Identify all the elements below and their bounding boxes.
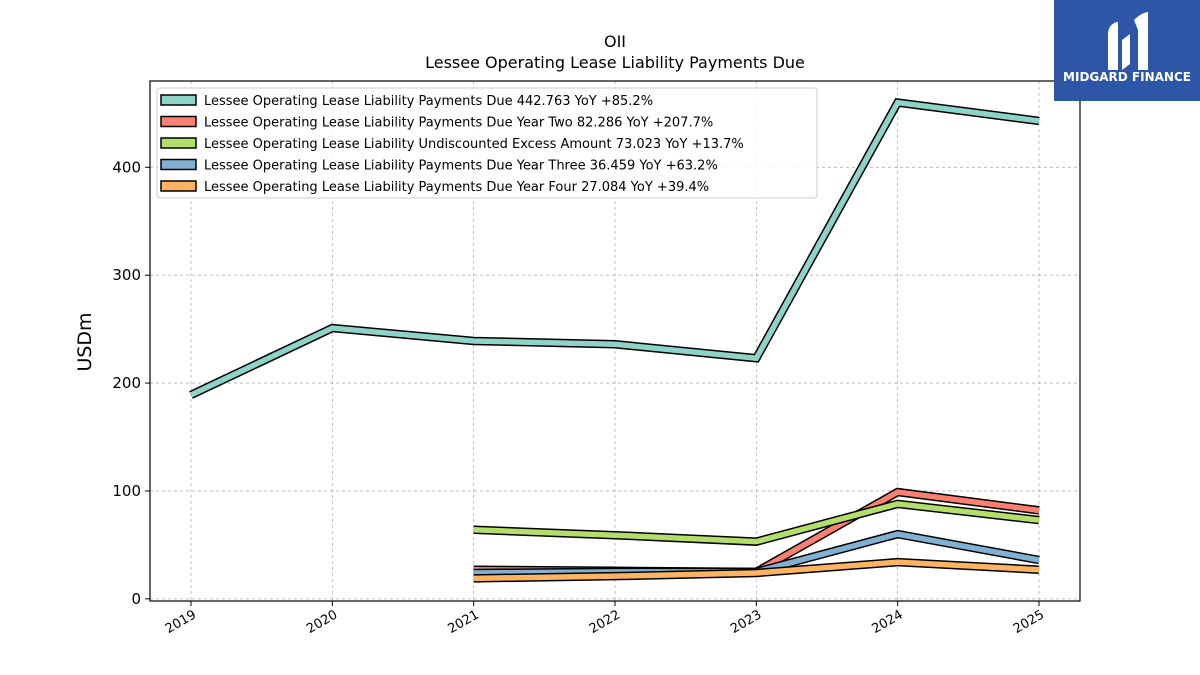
chart-subtitle: Lessee Operating Lease Liability Payment…: [425, 53, 805, 72]
y-tick-label: 0: [131, 590, 141, 608]
series-line-fill: [189, 99, 1040, 398]
x-tick-label: 2019: [163, 607, 199, 637]
series-line: [189, 97, 1040, 399]
y-tick-label: 200: [112, 374, 141, 392]
legend: Lessee Operating Lease Liability Payment…: [156, 87, 818, 199]
series-line-fill: [473, 501, 1040, 545]
legend-label: Lessee Operating Lease Liability Payment…: [204, 94, 653, 109]
series-line-fill: [473, 559, 1040, 582]
legend-label: Lessee Operating Lease Liability Payment…: [204, 180, 709, 195]
legend-label: Lessee Operating Lease Liability Undisco…: [204, 137, 744, 152]
x-tick-label: 2020: [304, 607, 340, 637]
brand-mark-icon: [1108, 12, 1148, 70]
legend-swatch: [160, 137, 197, 149]
brand-logo: MIDGARD FINANCE: [1054, 0, 1200, 101]
y-tick-label: 100: [112, 482, 141, 500]
legend-label: Lessee Operating Lease Liability Payment…: [204, 116, 713, 131]
x-tick-label: 2022: [587, 607, 623, 637]
y-axis: 0 100 200 300 400: [112, 158, 150, 608]
y-tick-label: 400: [112, 158, 141, 176]
x-tick-label: 2021: [446, 607, 482, 637]
x-tick-label: 2023: [728, 607, 764, 637]
legend-swatch: [160, 115, 197, 128]
brand-name: MIDGARD FINANCE: [1063, 70, 1191, 84]
legend-box: [156, 87, 818, 199]
chart-title: OII: [604, 32, 626, 51]
legend-swatch: [160, 94, 197, 106]
legend-swatch: [160, 158, 197, 171]
series-line: [473, 557, 1040, 583]
y-tick-label: 300: [112, 266, 141, 284]
y-axis-label: USDm: [74, 312, 96, 371]
series-group: [189, 97, 1040, 583]
x-tick-label: 2024: [870, 607, 906, 637]
x-tick-label: 2025: [1011, 607, 1047, 637]
series-line: [473, 499, 1040, 546]
legend-label: Lessee Operating Lease Liability Payment…: [204, 159, 718, 174]
legend-swatch: [160, 180, 197, 192]
x-axis: 2019 2020 2021 2022 2023 2024 2025: [163, 601, 1047, 637]
